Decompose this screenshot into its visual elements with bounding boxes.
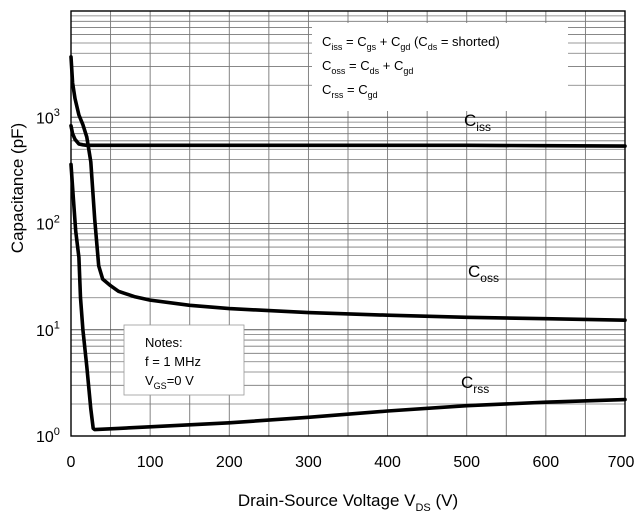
x-tick-label: 600	[533, 454, 560, 471]
x-tick-label: 300	[295, 454, 322, 471]
series-line-crss	[69, 162, 627, 432]
y-tick-label: 100	[36, 426, 60, 446]
formula-line: Coss = Cds + Cgd	[322, 58, 413, 76]
x-tick-label: 500	[453, 454, 480, 471]
x-tick-label: 100	[137, 454, 164, 471]
y-tick-label: 103	[36, 107, 60, 127]
notes-line: VGS=0 V	[145, 373, 194, 391]
x-tick-label: 700	[608, 454, 635, 471]
notes-box	[123, 324, 245, 396]
series-label-coss: Coss	[468, 262, 499, 285]
y-tick-label: 101	[36, 320, 60, 340]
series-label-crss: Crss	[461, 373, 489, 396]
plot-frame	[70, 10, 626, 437]
series-line-coss	[69, 55, 627, 323]
formula-line: Ciss = Cgs + Cgd (Cds = shorted)	[322, 34, 500, 52]
formula-box	[312, 23, 568, 111]
x-axis-label: Drain-Source Voltage VDS (V)	[238, 491, 458, 514]
y-axis-label: Capacitance (pF)	[8, 123, 27, 253]
y-tick-label: 102	[36, 213, 60, 233]
x-tick-label: 200	[216, 454, 243, 471]
series-label-ciss: Ciss	[464, 111, 491, 134]
series-lines	[69, 55, 627, 432]
notes-annotations: Notes: f = 1 MHz VGS=0 V	[145, 335, 201, 391]
x-tick-label: 0	[67, 454, 76, 471]
formula-annotations: Ciss = Cgs + Cgd (Cds = shorted) Coss = C…	[322, 34, 500, 100]
y-tick-labels: 100 101 102 103	[36, 107, 60, 446]
series-labels: Ciss Coss Crss	[461, 111, 499, 396]
formula-line: Crss = Cgd	[322, 82, 378, 100]
x-tick-label: 400	[374, 454, 401, 471]
notes-line: Notes:	[145, 335, 183, 350]
x-tick-labels: 0 100 200 300 400 500 600 700	[67, 454, 635, 471]
notes-line: f = 1 MHz	[145, 354, 201, 369]
series-line-ciss	[69, 124, 627, 148]
